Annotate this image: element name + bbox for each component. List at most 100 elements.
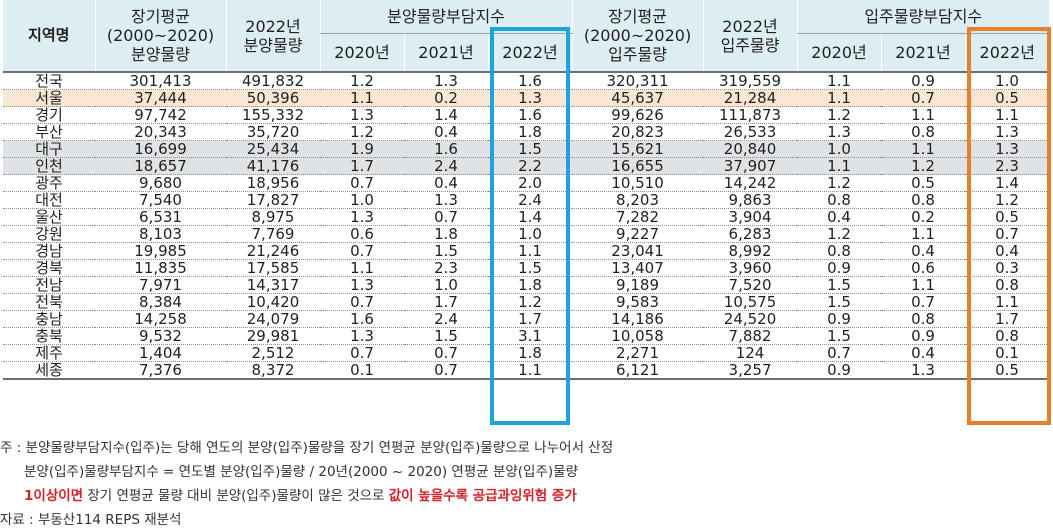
cell-si2022: 1.6 — [488, 106, 573, 124]
cell-avg-move: 10,058 — [572, 327, 704, 345]
cell-avg-move: 99,626 — [572, 106, 704, 124]
cell-si2022: 1.5 — [488, 259, 573, 277]
cell-si2022: 1.4 — [488, 208, 573, 226]
cell-avg-supply: 37,444 — [95, 89, 226, 107]
cell-si2022: 2.2 — [488, 157, 573, 175]
cell-avg-supply: 7,376 — [95, 361, 226, 380]
cell-mi2022: 1.3 — [965, 140, 1050, 158]
cell-mi2022: 0.5 — [965, 208, 1050, 226]
header-supply-2022-index: 2022년 — [487, 33, 573, 72]
cell-mi2020: 1.2 — [797, 225, 882, 243]
cell-move-2022: 124 — [703, 344, 798, 362]
table-row: 세종 7,376 8,372 0.1 0.7 1.1 6,121 3,257 0… — [3, 361, 1050, 380]
header-move-2022: 2022년 입주물량 — [702, 0, 798, 72]
cell-mi2020: 1.1 — [797, 89, 882, 107]
cell-region: 광주 — [3, 174, 95, 192]
cell-mi2020: 1.1 — [797, 157, 882, 175]
note-interpretation-text: 장기 연평균 물량 대비 분양(입주)물량이 많은 것으로 — [83, 488, 389, 504]
header-avg-move: 장기평균 (2000~2020) 입주물량 — [571, 0, 704, 72]
cell-avg-supply: 97,742 — [95, 106, 226, 124]
cell-si2022: 1.2 — [488, 293, 573, 311]
cell-region: 경북 — [3, 259, 95, 277]
header-move-2022-index: 2022년 — [964, 33, 1050, 72]
cell-mi2022: 0.3 — [965, 259, 1050, 277]
table-row: 인천 18,657 41,176 1.7 2.4 2.2 16,655 37,9… — [3, 157, 1050, 175]
cell-avg-move: 9,227 — [572, 225, 704, 243]
note-formula: 분양(입주)물량부담지수 = 연도별 분양(입주)물량 / 20년(2000 ~… — [24, 464, 578, 480]
table-row: 강원 8,103 7,769 0.6 1.8 1.0 9,227 6,283 1… — [3, 225, 1050, 243]
cell-avg-supply: 8,103 — [95, 225, 226, 243]
cell-si2021: 2.3 — [404, 259, 488, 277]
table-row: 광주 9,680 18,956 0.7 0.4 2.0 10,510 14,24… — [3, 174, 1050, 192]
cell-si2021: 1.7 — [404, 293, 488, 311]
cell-avg-move: 13,407 — [572, 259, 704, 277]
cell-move-2022: 9,863 — [703, 191, 798, 209]
table-row: 울산 6,531 8,975 1.3 0.7 1.4 7,282 3,904 0… — [3, 208, 1050, 226]
cell-supply-2022: 8,975 — [226, 208, 320, 226]
cell-mi2021: 1.1 — [881, 225, 966, 243]
cell-supply-2022: 35,720 — [226, 123, 320, 141]
cell-avg-supply: 1,404 — [95, 344, 226, 362]
cell-avg-supply: 19,985 — [95, 242, 226, 260]
cell-move-2022: 6,283 — [703, 225, 798, 243]
cell-avg-move: 9,189 — [572, 276, 704, 294]
cell-move-2022: 7,882 — [703, 327, 798, 345]
cell-si2020: 0.7 — [320, 344, 404, 362]
cell-avg-move: 8,203 — [572, 191, 704, 209]
cell-region: 대구 — [3, 140, 95, 158]
note-definition: 주 : 분양물량부담지수(입주)는 당해 연도의 분양(입주)물량을 장기 연평… — [0, 440, 614, 456]
note-interpretation: 1이상이면 장기 연평균 물량 대비 분양(입주)물량이 많은 것으로 값이 높… — [24, 484, 577, 508]
cell-supply-2022: 21,246 — [226, 242, 320, 260]
table-row: 전남 7,971 14,317 1.3 1.0 1.8 9,189 7,520 … — [3, 276, 1050, 294]
cell-mi2021: 0.8 — [881, 123, 966, 141]
cell-move-2022: 26,533 — [703, 123, 798, 141]
cell-si2022: 1.3 — [488, 89, 573, 107]
cell-avg-supply: 18,657 — [95, 157, 226, 175]
table-row: 경기 97,742 155,332 1.3 1.4 1.6 99,626 111… — [3, 106, 1050, 124]
header-supply-2021: 2021년 — [403, 33, 488, 72]
cell-region: 부산 — [3, 123, 95, 141]
cell-region: 대전 — [3, 191, 95, 209]
cell-supply-2022: 41,176 — [226, 157, 320, 175]
cell-move-2022: 24,520 — [703, 310, 798, 328]
cell-si2020: 1.3 — [320, 106, 404, 124]
cell-si2020: 1.2 — [320, 71, 404, 90]
cell-si2020: 0.7 — [320, 293, 404, 311]
cell-avg-supply: 8,384 — [95, 293, 226, 311]
cell-supply-2022: 18,956 — [226, 174, 320, 192]
cell-move-2022: 37,907 — [703, 157, 798, 175]
cell-mi2021: 0.9 — [881, 327, 966, 345]
cell-si2021: 0.7 — [404, 208, 488, 226]
cell-supply-2022: 10,420 — [226, 293, 320, 311]
cell-si2020: 1.1 — [320, 259, 404, 277]
cell-mi2020: 0.4 — [797, 208, 882, 226]
cell-move-2022: 20,840 — [703, 140, 798, 158]
cell-mi2022: 1.2 — [965, 191, 1050, 209]
cell-si2020: 0.7 — [320, 242, 404, 260]
cell-si2022: 1.0 — [488, 225, 573, 243]
table-row: 충북 9,532 29,981 1.3 1.5 3.1 10,058 7,882… — [3, 327, 1050, 345]
cell-si2021: 0.4 — [404, 174, 488, 192]
cell-si2021: 2.4 — [404, 157, 488, 175]
cell-si2021: 0.4 — [404, 123, 488, 141]
cell-si2021: 1.3 — [404, 191, 488, 209]
move-2022-highlight-box — [967, 27, 1051, 425]
header-supply-index-group: 분양물량부담지수 — [319, 0, 573, 34]
cell-mi2021: 1.2 — [881, 157, 966, 175]
cell-si2021: 0.2 — [404, 89, 488, 107]
cell-supply-2022: 17,585 — [226, 259, 320, 277]
cell-move-2022: 319,559 — [703, 71, 798, 90]
cell-mi2022: 0.5 — [965, 89, 1050, 107]
cell-supply-2022: 14,317 — [226, 276, 320, 294]
cell-avg-move: 15,621 — [572, 140, 704, 158]
cell-avg-supply: 7,540 — [95, 191, 226, 209]
header-supply-2022: 2022년 분양물량 — [225, 0, 320, 72]
cell-region: 서울 — [3, 89, 95, 107]
cell-avg-supply: 301,413 — [95, 71, 226, 90]
cell-si2021: 1.8 — [404, 225, 488, 243]
cell-mi2022: 0.8 — [965, 327, 1050, 345]
cell-si2020: 1.2 — [320, 123, 404, 141]
cell-si2021: 1.3 — [404, 71, 488, 90]
cell-mi2022: 1.4 — [965, 174, 1050, 192]
